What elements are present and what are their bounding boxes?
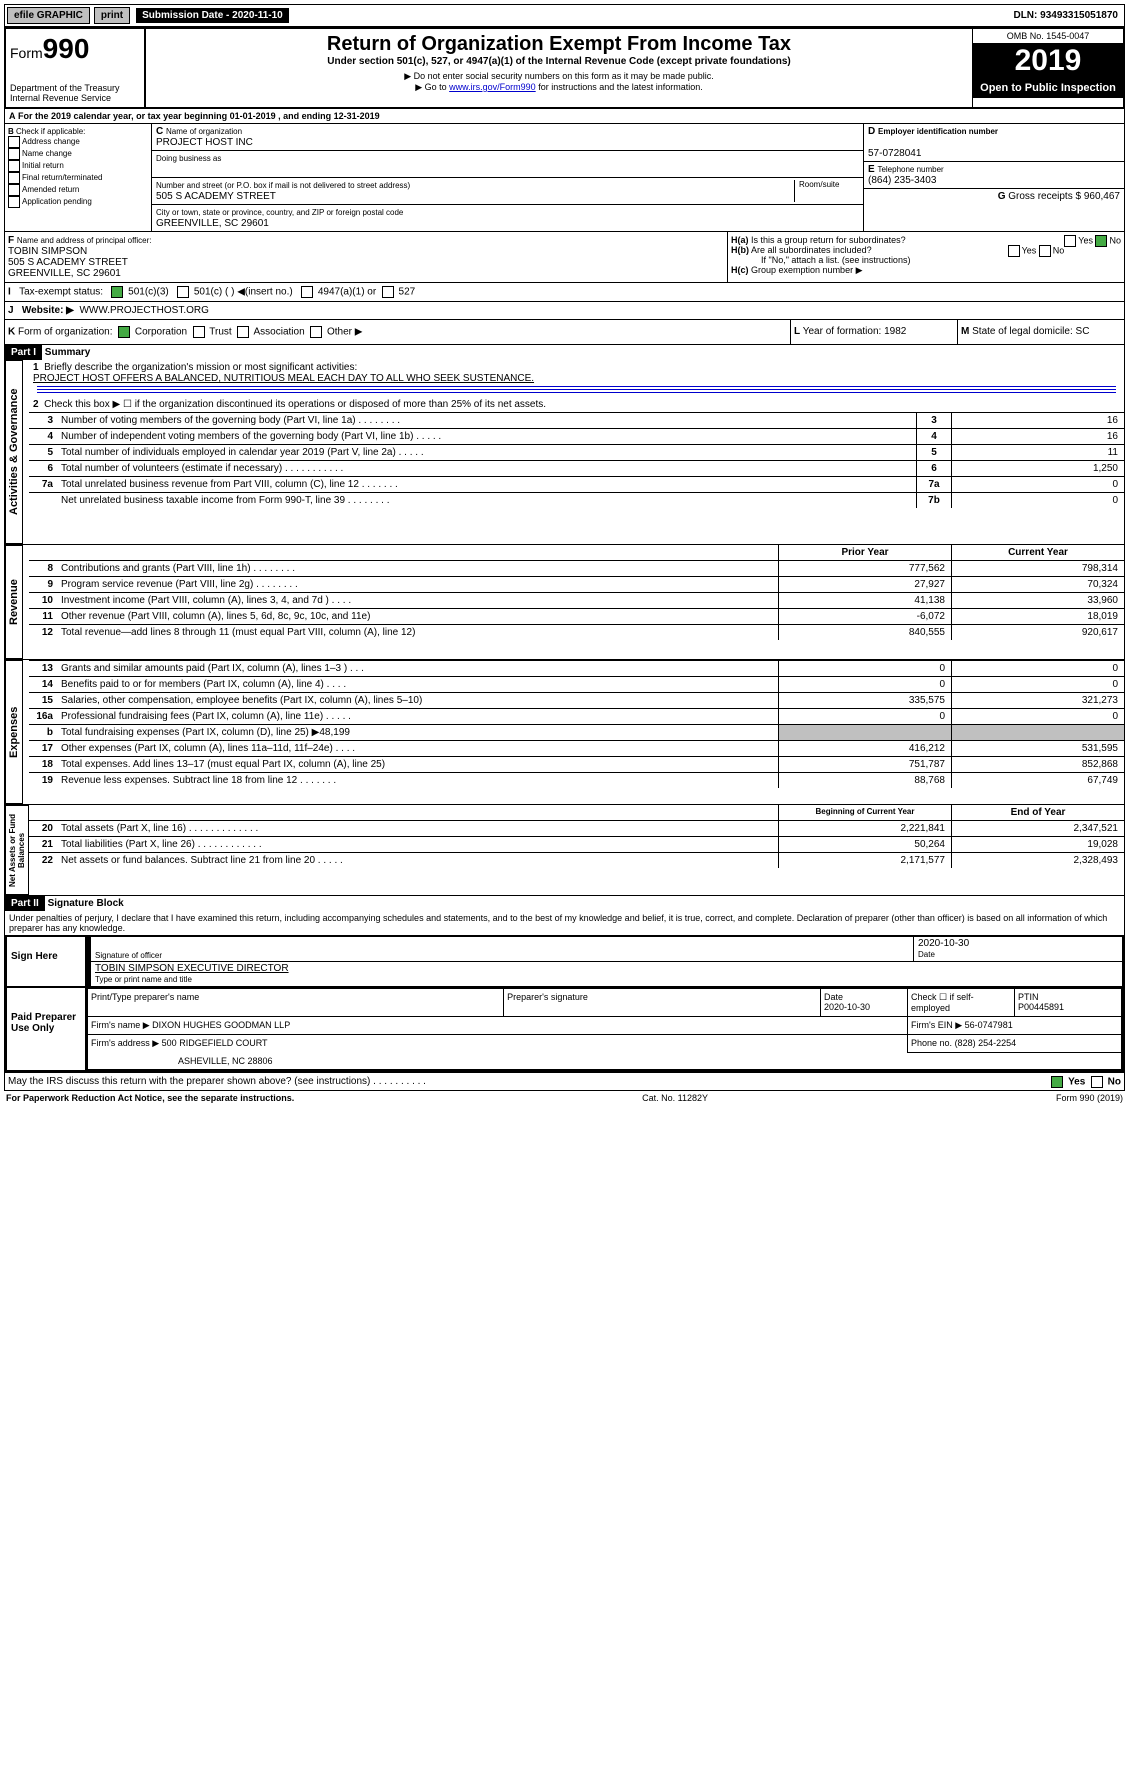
perjury-declaration: Under penalties of perjury, I declare th… bbox=[5, 911, 1124, 935]
top-toolbar: efile GRAPHIC print Submission Date - 20… bbox=[4, 4, 1125, 27]
page-footer: For Paperwork Reduction Act Notice, see … bbox=[4, 1091, 1125, 1105]
chk-pending[interactable] bbox=[8, 196, 20, 208]
side-revenue: Revenue bbox=[5, 545, 23, 659]
chk-initial[interactable] bbox=[8, 160, 20, 172]
omb-number: OMB No. 1545-0047 bbox=[973, 29, 1123, 44]
mission: PROJECT HOST OFFERS A BALANCED, NUTRITIO… bbox=[33, 373, 534, 384]
form-title: Return of Organization Exempt From Incom… bbox=[150, 33, 968, 56]
gross-receipts: 960,467 bbox=[1084, 191, 1120, 202]
officer-name: TOBIN SIMPSON bbox=[8, 246, 87, 257]
submission-date: Submission Date - 2020-11-10 bbox=[136, 8, 289, 23]
chk-trust[interactable] bbox=[193, 326, 205, 338]
firm-name: DIXON HUGHES GOODMAN LLP bbox=[152, 1020, 290, 1030]
firm-ein: 56-0747981 bbox=[965, 1020, 1013, 1030]
irs-label: Internal Revenue Service bbox=[10, 93, 140, 103]
state-domicile: SC bbox=[1076, 326, 1090, 337]
chk-amended[interactable] bbox=[8, 184, 20, 196]
ha-yes[interactable] bbox=[1064, 235, 1076, 247]
open-inspection: Open to Public Inspection bbox=[973, 78, 1123, 98]
col-b: B Check if applicable: Address change Na… bbox=[5, 124, 152, 231]
section-klm: K Form of organization: Corporation Trus… bbox=[4, 320, 1125, 345]
section-i: I Tax-exempt status: 501(c)(3) 501(c) ( … bbox=[4, 283, 1125, 302]
side-netassets: Net Assets or Fund Balances bbox=[5, 805, 29, 895]
hb-no[interactable] bbox=[1039, 245, 1051, 257]
dept-treasury: Department of the Treasury bbox=[10, 83, 140, 93]
chk-name[interactable] bbox=[8, 148, 20, 160]
chk-527[interactable] bbox=[382, 286, 394, 298]
org-name: PROJECT HOST INC bbox=[156, 137, 253, 148]
discuss-yes[interactable] bbox=[1051, 1076, 1063, 1088]
part2-bar: Part II bbox=[5, 896, 45, 911]
col-d: D Employer identification number57-07280… bbox=[864, 124, 1124, 231]
firm-address: 500 RIDGEFIELD COURT bbox=[162, 1038, 268, 1048]
form-header: Form990 Department of the Treasury Inter… bbox=[4, 27, 1125, 109]
form-number: 990 bbox=[43, 33, 90, 64]
irs-link[interactable]: www.irs.gov/Form990 bbox=[449, 82, 536, 92]
chk-other[interactable] bbox=[310, 326, 322, 338]
part-i: Part I Summary Activities & Governance 1… bbox=[4, 345, 1125, 896]
firm-phone: (828) 254-2254 bbox=[955, 1038, 1017, 1048]
part-ii: Part II Signature Block Under penalties … bbox=[4, 896, 1125, 1091]
chk-final[interactable] bbox=[8, 172, 20, 184]
section-fh: F Name and address of principal officer:… bbox=[4, 232, 1125, 283]
print-button[interactable]: print bbox=[94, 7, 130, 24]
section-j: J Website: ▶ WWW.PROJECTHOST.ORG bbox=[4, 302, 1125, 320]
sign-here: Sign Here Signature of officer 2020-10-3… bbox=[5, 935, 1124, 988]
chk-501c3[interactable] bbox=[111, 286, 123, 298]
col-c: C Name of organizationPROJECT HOST INC D… bbox=[152, 124, 864, 231]
prep-date: 2020-10-30 bbox=[824, 1002, 870, 1012]
ptin: P00445891 bbox=[1018, 1002, 1064, 1012]
chk-address[interactable] bbox=[8, 136, 20, 148]
dln: DLN: 93493315051870 bbox=[1013, 10, 1124, 21]
chk-4947[interactable] bbox=[301, 286, 313, 298]
officer-sign-name: TOBIN SIMPSON EXECUTIVE DIRECTOR bbox=[95, 963, 289, 974]
side-activities: Activities & Governance bbox=[5, 360, 23, 544]
year-formation: 1982 bbox=[884, 326, 906, 337]
part1-bar: Part I bbox=[5, 345, 42, 360]
side-expenses: Expenses bbox=[5, 660, 23, 804]
chk-501c[interactable] bbox=[177, 286, 189, 298]
tax-year: 2019 bbox=[973, 44, 1123, 78]
efile-button[interactable]: efile GRAPHIC bbox=[7, 7, 90, 24]
sign-date: 2020-10-30 bbox=[918, 938, 969, 949]
chk-assoc[interactable] bbox=[237, 326, 249, 338]
section-a: A For the 2019 calendar year, or tax yea… bbox=[4, 109, 1125, 124]
ha-no[interactable] bbox=[1095, 235, 1107, 247]
chk-corp[interactable] bbox=[118, 326, 130, 338]
telephone: (864) 235-3403 bbox=[868, 175, 936, 186]
paid-preparer: Paid Preparer Use Only Print/Type prepar… bbox=[5, 988, 1124, 1072]
website: WWW.PROJECTHOST.ORG bbox=[79, 305, 208, 316]
ein: 57-0728041 bbox=[868, 148, 921, 159]
hb-yes[interactable] bbox=[1008, 245, 1020, 257]
subtitle-2: ▶ Do not enter social security numbers o… bbox=[150, 71, 968, 82]
org-address: 505 S ACADEMY STREET bbox=[156, 191, 276, 202]
subtitle-1: Under section 501(c), 527, or 4947(a)(1)… bbox=[150, 56, 968, 67]
discuss-no[interactable] bbox=[1091, 1076, 1103, 1088]
section-bcd: B Check if applicable: Address change Na… bbox=[4, 124, 1125, 232]
org-city: GREENVILLE, SC 29601 bbox=[156, 218, 269, 229]
form-label: Form bbox=[10, 45, 43, 61]
